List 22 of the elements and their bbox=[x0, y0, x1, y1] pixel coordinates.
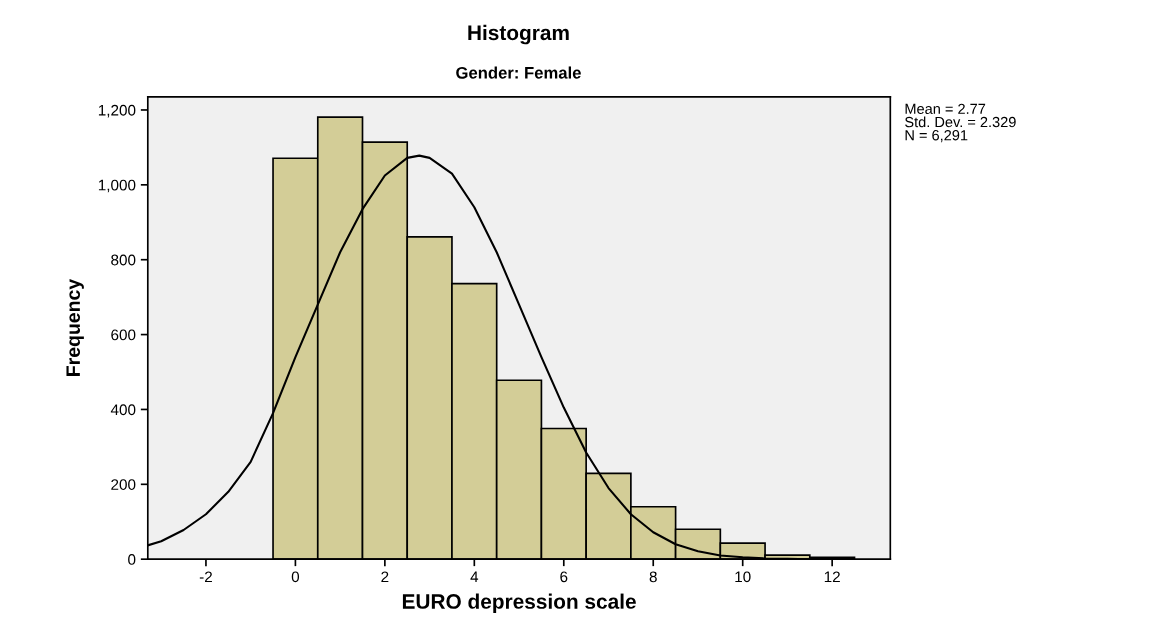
y-tick-label: 0 bbox=[128, 554, 136, 565]
y-tick-label: 200 bbox=[111, 479, 136, 490]
chart-title: Histogram bbox=[468, 24, 569, 45]
x-tick-label: 0 bbox=[291, 571, 300, 583]
text: Mean = 2.77 bbox=[905, 103, 986, 114]
x-tick-label: 4 bbox=[470, 571, 479, 583]
y-tick-label: 1,000 bbox=[98, 179, 136, 193]
y-tick-label: 400 bbox=[110, 404, 136, 416]
x-tick-label: 6 bbox=[560, 571, 568, 583]
y-axis-title: Frequency bbox=[66, 278, 84, 376]
y-tick-label: 600 bbox=[111, 329, 136, 341]
text: Std. Dev. = 2.329 bbox=[905, 116, 1016, 128]
x-tick-label: 2 bbox=[381, 571, 389, 583]
text: N = 6,291 bbox=[905, 130, 968, 143]
y-tick-label: 1,200 bbox=[98, 104, 136, 118]
x-tick-label: 8 bbox=[649, 571, 657, 583]
x-tick-label: 12 bbox=[824, 571, 840, 583]
chart-subtitle: Gender: Female bbox=[456, 66, 581, 79]
y-tick-label: 800 bbox=[111, 254, 136, 266]
x-axis-title: EURO depression scale bbox=[402, 593, 636, 613]
x-tick-label: 10 bbox=[735, 571, 751, 583]
x-tick-label: -2 bbox=[199, 571, 212, 583]
